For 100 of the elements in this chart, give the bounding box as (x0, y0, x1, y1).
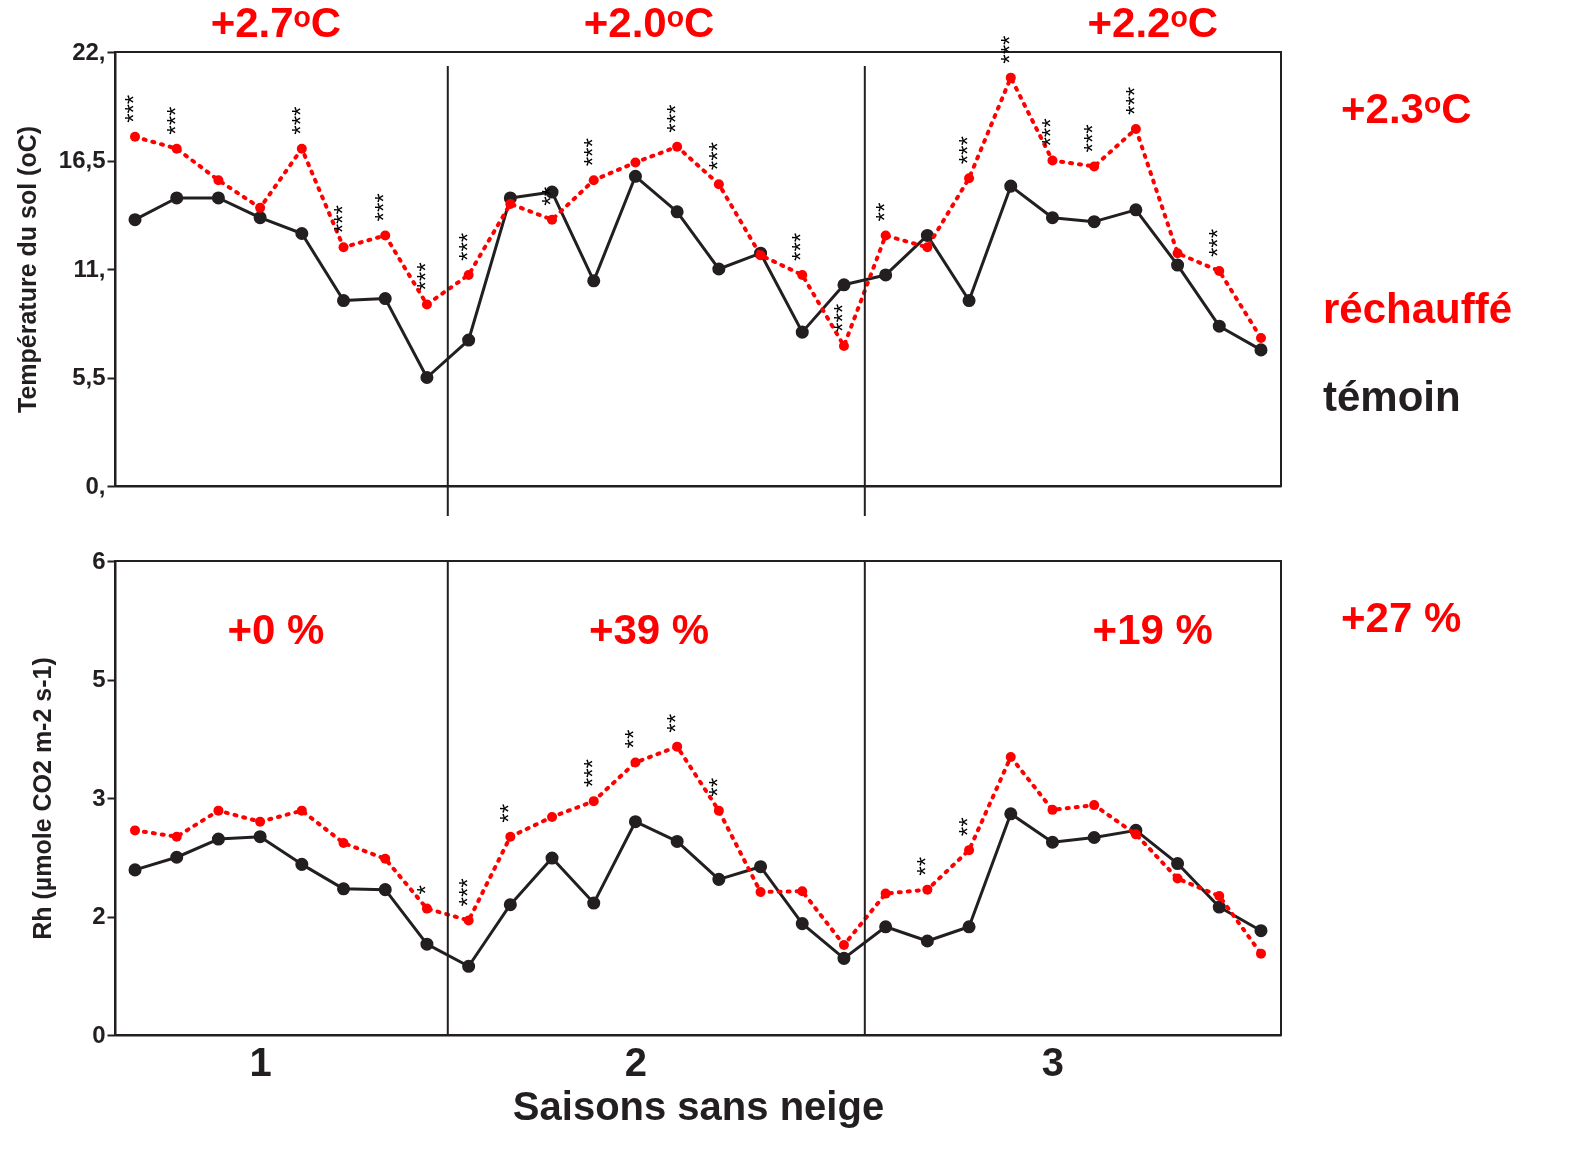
point (879, 920, 893, 934)
y-tick-label: 0 (92, 1020, 106, 1048)
data-label: *** (1079, 124, 1107, 153)
point (253, 830, 267, 844)
point (962, 920, 976, 934)
data-label: ** (912, 856, 940, 876)
point (838, 939, 849, 950)
point (1087, 215, 1101, 229)
point (170, 191, 184, 205)
text: +2.0ᵒC (583, 0, 715, 46)
point (378, 292, 392, 306)
point (1089, 161, 1100, 172)
data-label: *** (995, 35, 1023, 64)
point (587, 274, 601, 288)
point (1129, 203, 1143, 217)
point (1171, 258, 1185, 272)
point (755, 250, 766, 261)
data-label: *** (703, 142, 731, 171)
x-tick-label: 3 (1041, 1039, 1065, 1084)
point (1089, 800, 1100, 811)
data-label: *** (453, 232, 481, 261)
point (628, 169, 642, 183)
point (253, 211, 267, 225)
data-label: *** (328, 205, 356, 234)
data-label: *** (411, 262, 439, 291)
point (795, 917, 809, 931)
point (337, 882, 351, 896)
point (754, 860, 768, 874)
y-tick-label: 22, (72, 37, 106, 65)
point (378, 883, 392, 897)
text: +2.3ᵒC (1341, 85, 1472, 132)
point (130, 131, 141, 142)
point (962, 294, 976, 308)
point (713, 805, 724, 816)
point (128, 863, 142, 877)
point (1254, 924, 1268, 938)
point (922, 242, 933, 253)
point (1045, 835, 1059, 849)
point (1214, 890, 1225, 901)
text: +2.2ᵒC (1087, 0, 1218, 46)
point (296, 805, 307, 816)
point (1047, 804, 1058, 815)
y-tick-label: 2 (92, 902, 106, 929)
data-label: *** (662, 104, 690, 133)
y-axis-title: Température du sol (oC) (12, 125, 41, 414)
point (713, 179, 724, 190)
data-label: ** (620, 729, 648, 749)
point (128, 213, 142, 227)
x-axis-title: Saisons sans neige (512, 1083, 885, 1128)
point (462, 959, 476, 973)
y-tick-label: 0, (85, 471, 106, 499)
point (211, 191, 225, 205)
data-label: ** (495, 804, 523, 823)
point (920, 228, 934, 242)
point (171, 143, 182, 154)
annotation: +39 % (588, 606, 710, 653)
x-tick-label: 1 (249, 1039, 272, 1084)
point (920, 934, 934, 948)
data-label: ** (870, 202, 898, 222)
point (338, 838, 349, 849)
point (255, 202, 266, 213)
point (1172, 873, 1183, 884)
point (1172, 248, 1183, 259)
point (628, 815, 642, 829)
point (338, 242, 349, 253)
series-label: témoin (1323, 373, 1461, 420)
point (463, 915, 474, 926)
point (1087, 830, 1101, 845)
point (1004, 179, 1018, 193)
point (1254, 343, 1268, 357)
series-label: réchauffé (1323, 285, 1513, 332)
data-label: *** (1037, 118, 1065, 147)
point (1130, 829, 1141, 840)
data-label: ** (537, 186, 565, 206)
point (295, 857, 309, 871)
point (670, 205, 684, 219)
point (462, 333, 476, 347)
point (130, 825, 141, 836)
y-tick-label: 11, (73, 254, 106, 282)
data-label: *** (578, 138, 606, 167)
point (421, 299, 432, 310)
data-label: *** (828, 303, 856, 332)
point (588, 175, 599, 186)
text: +27 % (1341, 594, 1462, 641)
point (380, 853, 391, 864)
data-label: *** (787, 232, 815, 261)
data-label: ** (703, 777, 731, 797)
point (1255, 948, 1266, 959)
data-label: *** (453, 878, 481, 907)
point (1005, 72, 1016, 83)
point (463, 269, 474, 280)
point (503, 898, 517, 912)
point (795, 325, 809, 339)
point (171, 831, 182, 842)
data-label: *** (161, 106, 189, 135)
point (672, 141, 683, 152)
point (712, 262, 726, 276)
point (670, 834, 684, 848)
data-label: *** (954, 136, 982, 165)
point (547, 214, 558, 225)
